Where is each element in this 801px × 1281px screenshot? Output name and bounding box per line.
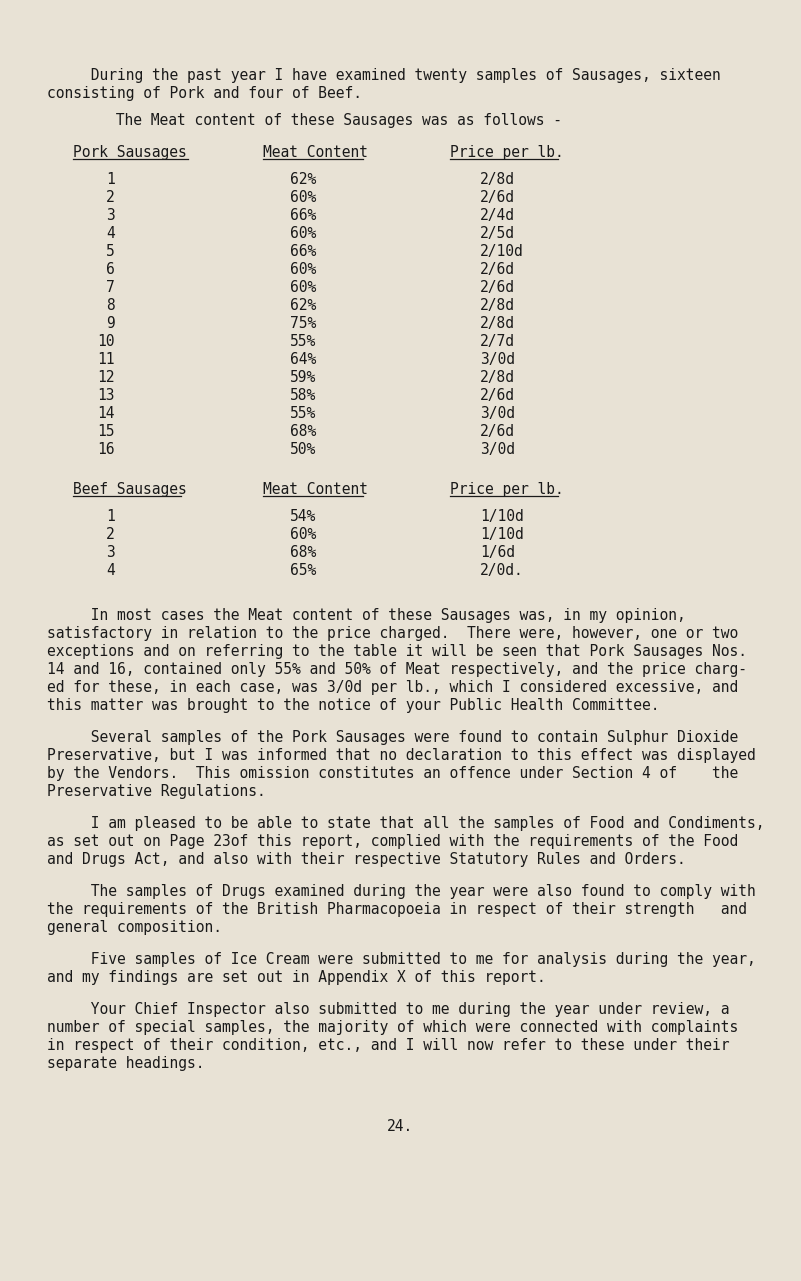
Text: 2/6d: 2/6d bbox=[480, 263, 515, 278]
Text: as set out on Page 23of this report, complied with the requirements of the Food: as set out on Page 23of this report, com… bbox=[47, 834, 739, 849]
Text: 2/6d: 2/6d bbox=[480, 388, 515, 404]
Text: separate headings.: separate headings. bbox=[47, 1056, 204, 1071]
Text: 16: 16 bbox=[98, 442, 115, 457]
Text: 65%: 65% bbox=[290, 564, 316, 578]
Text: 10: 10 bbox=[98, 334, 115, 350]
Text: 2/6d: 2/6d bbox=[480, 191, 515, 205]
Text: 2/6d: 2/6d bbox=[480, 424, 515, 439]
Text: number of special samples, the majority of which were connected with complaints: number of special samples, the majority … bbox=[47, 1020, 739, 1035]
Text: 1: 1 bbox=[107, 509, 115, 524]
Text: in respect of their condition, etc., and I will now refer to these under their: in respect of their condition, etc., and… bbox=[47, 1038, 730, 1053]
Text: exceptions and on referring to the table it will be seen that Pork Sausages Nos.: exceptions and on referring to the table… bbox=[47, 644, 747, 658]
Text: 11: 11 bbox=[98, 352, 115, 368]
Text: 75%: 75% bbox=[290, 316, 316, 332]
Text: 12: 12 bbox=[98, 370, 115, 386]
Text: 2/5d: 2/5d bbox=[480, 227, 515, 241]
Text: 60%: 60% bbox=[290, 227, 316, 241]
Text: 2/8d: 2/8d bbox=[480, 173, 515, 187]
Text: 3/0d: 3/0d bbox=[480, 406, 515, 421]
Text: 3: 3 bbox=[107, 209, 115, 223]
Text: 1: 1 bbox=[107, 173, 115, 187]
Text: 2: 2 bbox=[107, 526, 115, 542]
Text: 3/0d: 3/0d bbox=[480, 352, 515, 368]
Text: 66%: 66% bbox=[290, 209, 316, 223]
Text: Price per lb.: Price per lb. bbox=[450, 482, 564, 497]
Text: and my findings are set out in Appendix X of this report.: and my findings are set out in Appendix … bbox=[47, 970, 545, 985]
Text: 2/8d: 2/8d bbox=[480, 298, 515, 314]
Text: 66%: 66% bbox=[290, 245, 316, 259]
Text: 4: 4 bbox=[107, 564, 115, 578]
Text: 7: 7 bbox=[107, 281, 115, 296]
Text: 60%: 60% bbox=[290, 281, 316, 296]
Text: 2/8d: 2/8d bbox=[480, 316, 515, 332]
Text: 2: 2 bbox=[107, 191, 115, 205]
Text: 14: 14 bbox=[98, 406, 115, 421]
Text: Price per lb.: Price per lb. bbox=[450, 146, 564, 160]
Text: the requirements of the British Pharmacopoeia in respect of their strength   and: the requirements of the British Pharmaco… bbox=[47, 902, 747, 917]
Text: 5: 5 bbox=[107, 245, 115, 259]
Text: 3: 3 bbox=[107, 544, 115, 560]
Text: 8: 8 bbox=[107, 298, 115, 314]
Text: 2/7d: 2/7d bbox=[480, 334, 515, 350]
Text: Five samples of Ice Cream were submitted to me for analysis during the year,: Five samples of Ice Cream were submitted… bbox=[47, 952, 756, 967]
Text: 59%: 59% bbox=[290, 370, 316, 386]
Text: satisfactory in relation to the price charged.  There were, however, one or two: satisfactory in relation to the price ch… bbox=[47, 626, 739, 640]
Text: Meat Content: Meat Content bbox=[263, 482, 368, 497]
Text: During the past year I have examined twenty samples of Sausages, sixteen: During the past year I have examined twe… bbox=[47, 68, 721, 83]
Text: The Meat content of these Sausages was as follows -: The Meat content of these Sausages was a… bbox=[72, 113, 562, 128]
Text: 15: 15 bbox=[98, 424, 115, 439]
Text: this matter was brought to the notice of your Public Health Committee.: this matter was brought to the notice of… bbox=[47, 698, 659, 714]
Text: 6: 6 bbox=[107, 263, 115, 278]
Text: 14 and 16, contained only 55% and 50% of Meat respectively, and the price charg-: 14 and 16, contained only 55% and 50% of… bbox=[47, 662, 747, 676]
Text: Beef Sausages: Beef Sausages bbox=[73, 482, 187, 497]
Text: In most cases the Meat content of these Sausages was, in my opinion,: In most cases the Meat content of these … bbox=[47, 608, 686, 623]
Text: 2/8d: 2/8d bbox=[480, 370, 515, 386]
Text: 24.: 24. bbox=[387, 1120, 413, 1134]
Text: 2/10d: 2/10d bbox=[480, 245, 524, 259]
Text: 60%: 60% bbox=[290, 191, 316, 205]
Text: 62%: 62% bbox=[290, 298, 316, 314]
Text: Preservative Regulations.: Preservative Regulations. bbox=[47, 784, 266, 799]
Text: 9: 9 bbox=[107, 316, 115, 332]
Text: 60%: 60% bbox=[290, 526, 316, 542]
Text: 50%: 50% bbox=[290, 442, 316, 457]
Text: 62%: 62% bbox=[290, 173, 316, 187]
Text: 2/6d: 2/6d bbox=[480, 281, 515, 296]
Text: 1/10d: 1/10d bbox=[480, 509, 524, 524]
Text: ed for these, in each case, was 3/0d per lb., which I considered excessive, and: ed for these, in each case, was 3/0d per… bbox=[47, 680, 739, 696]
Text: 68%: 68% bbox=[290, 544, 316, 560]
Text: consisting of Pork and four of Beef.: consisting of Pork and four of Beef. bbox=[47, 86, 362, 101]
Text: 1/6d: 1/6d bbox=[480, 544, 515, 560]
Text: 1/10d: 1/10d bbox=[480, 526, 524, 542]
Text: Meat Content: Meat Content bbox=[263, 146, 368, 160]
Text: general composition.: general composition. bbox=[47, 920, 222, 935]
Text: I am pleased to be able to state that all the samples of Food and Condiments,: I am pleased to be able to state that al… bbox=[47, 816, 764, 831]
Text: 58%: 58% bbox=[290, 388, 316, 404]
Text: 4: 4 bbox=[107, 227, 115, 241]
Text: Preservative, but I was informed that no declaration to this effect was displaye: Preservative, but I was informed that no… bbox=[47, 748, 756, 763]
Text: 3/0d: 3/0d bbox=[480, 442, 515, 457]
Text: 60%: 60% bbox=[290, 263, 316, 278]
Text: 55%: 55% bbox=[290, 406, 316, 421]
Text: 55%: 55% bbox=[290, 334, 316, 350]
Text: Your Chief Inspector also submitted to me during the year under review, a: Your Chief Inspector also submitted to m… bbox=[47, 1002, 730, 1017]
Text: Pork Sausages: Pork Sausages bbox=[73, 146, 187, 160]
Text: 2/4d: 2/4d bbox=[480, 209, 515, 223]
Text: 2/0d.: 2/0d. bbox=[480, 564, 524, 578]
Text: The samples of Drugs examined during the year were also found to comply with: The samples of Drugs examined during the… bbox=[47, 884, 756, 899]
Text: 64%: 64% bbox=[290, 352, 316, 368]
Text: by the Vendors.  This omission constitutes an offence under Section 4 of    the: by the Vendors. This omission constitute… bbox=[47, 766, 739, 781]
Text: 54%: 54% bbox=[290, 509, 316, 524]
Text: 68%: 68% bbox=[290, 424, 316, 439]
Text: and Drugs Act, and also with their respective Statutory Rules and Orders.: and Drugs Act, and also with their respe… bbox=[47, 852, 686, 867]
Text: Several samples of the Pork Sausages were found to contain Sulphur Dioxide: Several samples of the Pork Sausages wer… bbox=[47, 730, 739, 746]
Text: 13: 13 bbox=[98, 388, 115, 404]
